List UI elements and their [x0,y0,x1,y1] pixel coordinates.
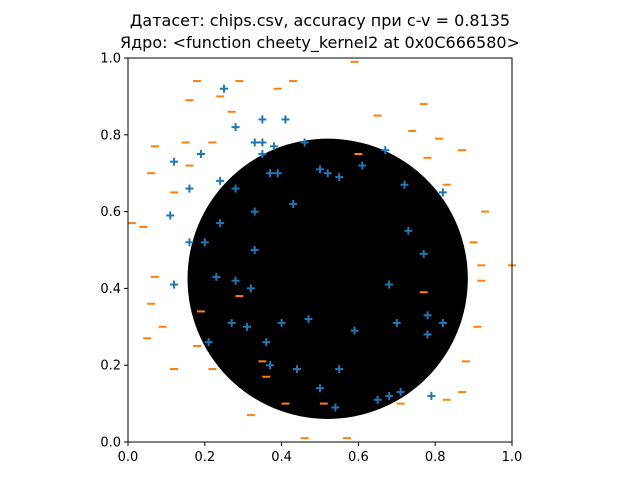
data-point [216,176,225,185]
x-tick-label: 0.8 [425,450,446,465]
data-point [231,276,240,285]
decision-region [187,138,468,419]
data-point [423,330,432,339]
data-point [404,226,413,235]
data-point [220,84,228,93]
data-point [204,338,213,347]
data-point [316,384,324,393]
data-point [438,318,447,327]
data-point [273,169,282,178]
x-tick-label: 0.4 [271,450,292,465]
data-point [385,280,394,289]
data-point [166,211,175,220]
data-point [300,138,309,147]
data-point [196,150,205,158]
x-tick-label: 0.6 [348,450,369,465]
data-point [216,219,225,228]
data-point [185,184,194,193]
data-point [292,365,301,374]
data-point [246,284,255,293]
data-point [289,199,298,208]
data-point [243,322,252,331]
y-tick-label: 0.8 [100,128,121,143]
data-point [269,142,278,151]
data-point [277,318,286,327]
data-point [335,173,344,182]
data-point [358,161,367,170]
data-point [423,311,432,320]
data-point [170,157,179,166]
data-point [262,338,271,347]
data-point [350,326,359,335]
y-tick-label: 0.6 [100,205,121,220]
data-point [231,184,240,193]
data-point [373,395,382,404]
data-point [258,138,267,147]
data-point [381,146,390,155]
data-point [281,115,290,124]
data-point [419,249,428,258]
data-point [250,138,259,147]
y-tick-label: 1.0 [100,52,121,67]
y-tick-label: 0.2 [100,359,121,374]
data-point [212,272,221,281]
x-tick-label: 0.2 [194,450,215,465]
data-point [427,391,436,400]
data-point [231,123,240,132]
data-point [385,391,394,400]
x-tick-label: 1.0 [502,450,523,465]
y-tick-label: 0.0 [100,436,121,451]
data-point [396,388,405,397]
axes-frame [127,57,513,443]
data-point [250,207,259,216]
data-point [316,165,324,174]
data-point [304,315,313,324]
chart-title: Датасет: chips.csv, accuracy при c-v = 0… [129,11,511,30]
data-point [258,150,267,158]
data-point [392,318,401,327]
data-point [170,280,179,289]
data-point [335,365,344,374]
data-point [266,361,275,370]
data-point [250,246,259,254]
data-point [258,115,267,124]
data-point [323,169,332,178]
data-point [185,238,194,247]
data-point [227,318,236,327]
data-point [400,180,409,189]
data-point [200,238,209,247]
data-point [331,403,340,412]
data-point [438,188,447,197]
x-tick-label: 0.0 [118,450,139,465]
chart-subtitle: Ядро: <function cheety_kernel2 at 0x0C66… [120,33,520,52]
data-point [266,169,275,178]
y-tick-label: 0.4 [100,282,121,297]
